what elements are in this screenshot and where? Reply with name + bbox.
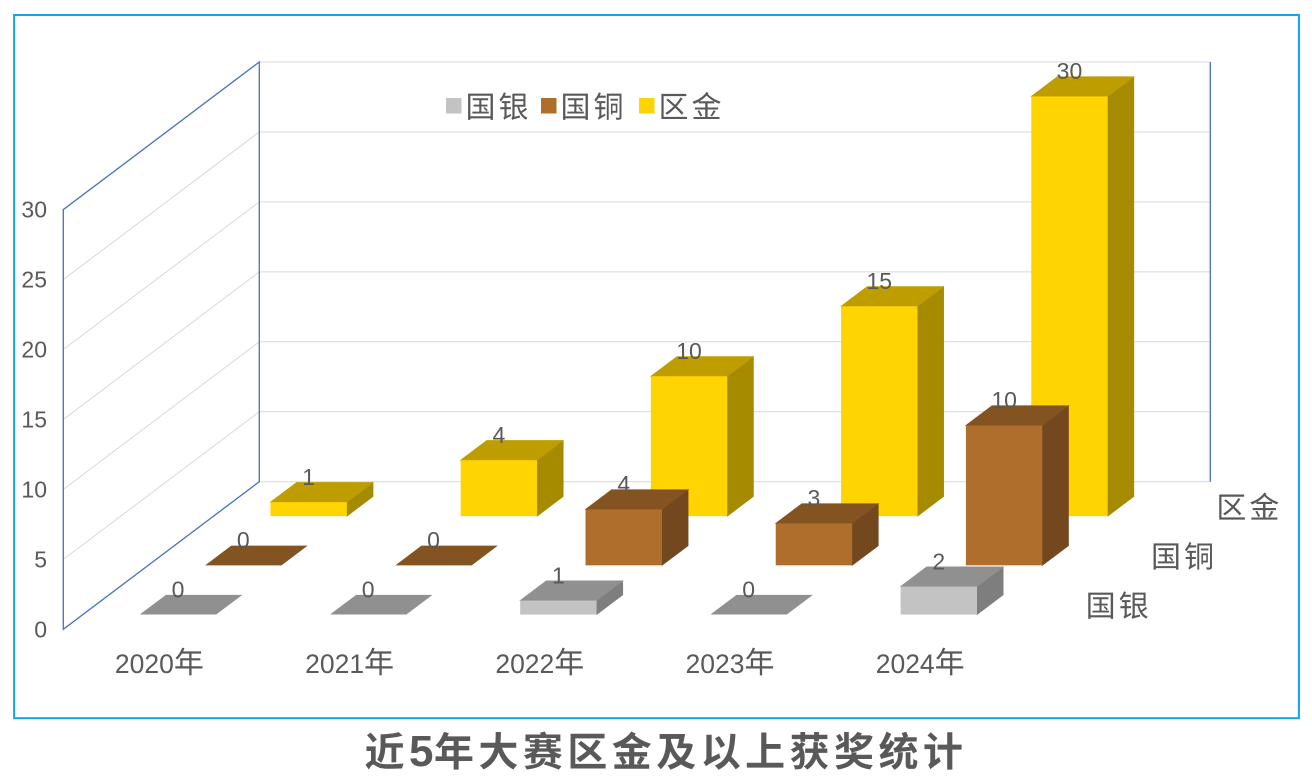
svg-text:15: 15 — [866, 268, 892, 294]
svg-text:0: 0 — [362, 576, 375, 602]
svg-text:2021: 2021 — [305, 649, 364, 679]
svg-text:3: 3 — [808, 485, 821, 511]
svg-text:5: 5 — [409, 727, 433, 776]
svg-text:20: 20 — [21, 337, 47, 363]
svg-text:10: 10 — [991, 387, 1017, 413]
svg-text:0: 0 — [172, 576, 185, 602]
svg-text:30: 30 — [21, 197, 47, 223]
svg-text:25: 25 — [21, 267, 47, 293]
svg-text:30: 30 — [1057, 58, 1083, 84]
svg-text:5: 5 — [34, 546, 47, 572]
svg-text:1: 1 — [552, 562, 565, 588]
svg-text:0: 0 — [427, 527, 440, 553]
svg-text:2024: 2024 — [876, 649, 935, 679]
svg-text:2022: 2022 — [495, 649, 554, 679]
svg-text:0: 0 — [237, 527, 250, 553]
svg-text:10: 10 — [676, 338, 702, 364]
svg-text:4: 4 — [617, 471, 630, 497]
svg-text:1: 1 — [302, 464, 315, 490]
svg-text:2020: 2020 — [115, 649, 174, 679]
svg-text:10: 10 — [21, 476, 47, 502]
svg-text:2: 2 — [932, 548, 945, 574]
svg-text:0: 0 — [742, 576, 755, 602]
svg-text:15: 15 — [21, 406, 47, 432]
svg-text:4: 4 — [492, 422, 505, 448]
svg-text:2023: 2023 — [686, 649, 745, 679]
svg-text:0: 0 — [34, 616, 47, 642]
